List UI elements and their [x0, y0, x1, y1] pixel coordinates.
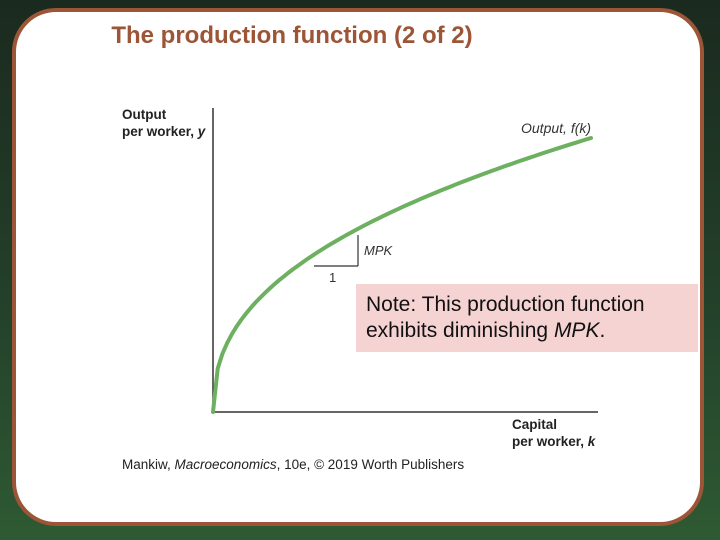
- note-line2-text: exhibits diminishing: [366, 319, 554, 342]
- slope-rise-label: MPK: [364, 243, 394, 258]
- slope-run-label: 1: [329, 270, 336, 285]
- x-axis-label-line2: per worker, k: [512, 434, 597, 449]
- source-credit: Mankiw, Macroeconomics, 10e, © 2019 Wort…: [122, 457, 464, 472]
- note-line2-suffix: .: [599, 319, 606, 342]
- y-axis-label: Output: [122, 107, 167, 122]
- output-curve: [211, 136, 593, 414]
- note-line1: Note: This production function: [366, 293, 645, 316]
- note-line2: exhibits diminishing MPK.: [366, 318, 688, 344]
- x-axis-label: Capital: [512, 417, 557, 432]
- note-box: Note: This production function exhibits …: [356, 284, 698, 352]
- slide-title: The production function (2 of 2): [111, 22, 473, 49]
- note-mpk-term: MPK: [553, 319, 600, 342]
- production-function-diagram: Output per worker, y Capital per worker,…: [122, 107, 598, 472]
- slide-frame: The production function (2 of 2) Output …: [12, 8, 704, 526]
- y-axis-label-line2: per worker, y: [122, 124, 207, 139]
- curve-label: Output, f(k): [521, 120, 591, 136]
